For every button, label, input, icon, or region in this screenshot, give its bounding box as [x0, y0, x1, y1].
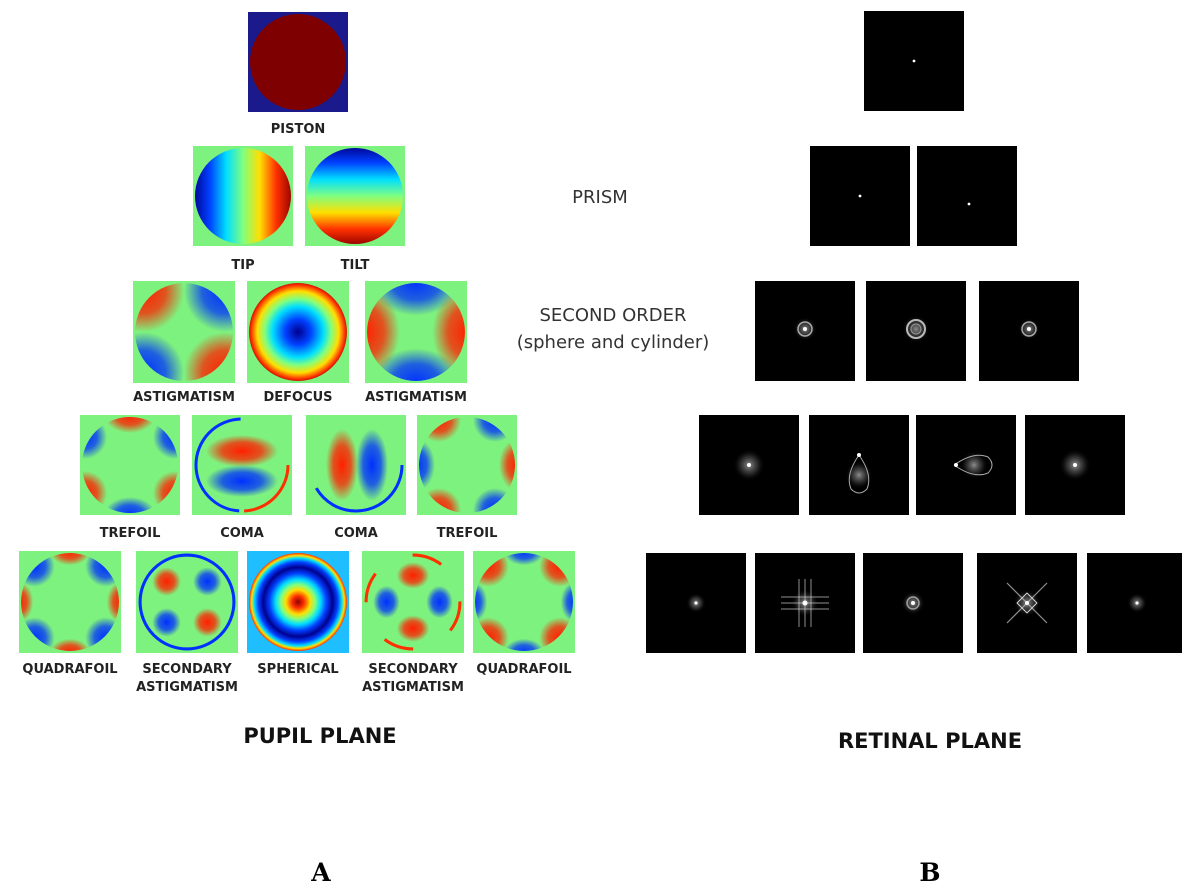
- astigmatism-phase-map: [133, 281, 235, 383]
- quadrafoil-phase-map: [19, 551, 121, 653]
- retinal-plane-title: RETINAL PLANE: [837, 729, 1023, 753]
- point-spread-image: [810, 146, 910, 246]
- second-order-row-sublabel: (sphere and cylinder): [516, 332, 710, 353]
- pupil-plane-title: PUPIL PLANE: [243, 724, 397, 748]
- mode-label: ASTIGMATISM: [365, 390, 467, 405]
- spherical-phase-map: [247, 551, 349, 653]
- tip-phase-map: [193, 146, 293, 246]
- mode-label: DEFOCUS: [263, 390, 333, 405]
- mode-label: TIP: [231, 258, 255, 273]
- secondary-astigmatism-phase-map: [136, 551, 238, 653]
- point-spread-image: [809, 415, 909, 515]
- point-spread-image: [864, 11, 964, 111]
- point-spread-image: [646, 553, 746, 653]
- piston-phase-map: [248, 12, 348, 112]
- coma-phase-map: [306, 415, 406, 515]
- prism-row-label: PRISM: [572, 187, 628, 208]
- mode-label: PISTON: [270, 122, 326, 137]
- point-spread-image: [917, 146, 1017, 246]
- mode-label: TREFOIL: [436, 526, 498, 541]
- mode-label: SECONDARY: [368, 662, 458, 677]
- secondary-astigmatism-phase-map: [362, 551, 464, 653]
- defocus-phase-map: [247, 281, 349, 383]
- point-spread-image: [755, 553, 855, 653]
- trefoil-phase-map: [417, 415, 517, 515]
- point-spread-image: [1025, 415, 1125, 515]
- coma-phase-map: [192, 415, 292, 515]
- point-spread-image: [977, 553, 1077, 653]
- astigmatism-phase-map: [365, 281, 467, 383]
- mode-label: ASTIGMATISM: [133, 390, 235, 405]
- quadrafoil-phase-map: [473, 551, 575, 653]
- point-spread-image: [699, 415, 799, 515]
- mode-label: QUADRAFOIL: [476, 662, 572, 677]
- tilt-phase-map: [305, 146, 405, 246]
- point-spread-image: [866, 281, 966, 381]
- mode-label: SPHERICAL: [257, 662, 339, 677]
- panel-letter-a: A: [311, 858, 331, 887]
- mode-label: COMA: [220, 526, 264, 541]
- mode-label: ASTIGMATISM: [136, 680, 238, 695]
- trefoil-phase-map: [80, 415, 180, 515]
- point-spread-image: [1087, 553, 1182, 653]
- mode-label: QUADRAFOIL: [22, 662, 118, 677]
- point-spread-image: [863, 553, 963, 653]
- mode-label: TILT: [340, 258, 370, 273]
- point-spread-image: [755, 281, 855, 381]
- panel-letter-b: B: [919, 858, 941, 887]
- mode-label: ASTIGMATISM: [362, 680, 464, 695]
- mode-label: COMA: [334, 526, 378, 541]
- second-order-row-label: SECOND ORDER: [539, 305, 687, 326]
- mode-label: SECONDARY: [142, 662, 232, 677]
- point-spread-image: [979, 281, 1079, 381]
- mode-label: TREFOIL: [99, 526, 161, 541]
- point-spread-image: [916, 415, 1016, 515]
